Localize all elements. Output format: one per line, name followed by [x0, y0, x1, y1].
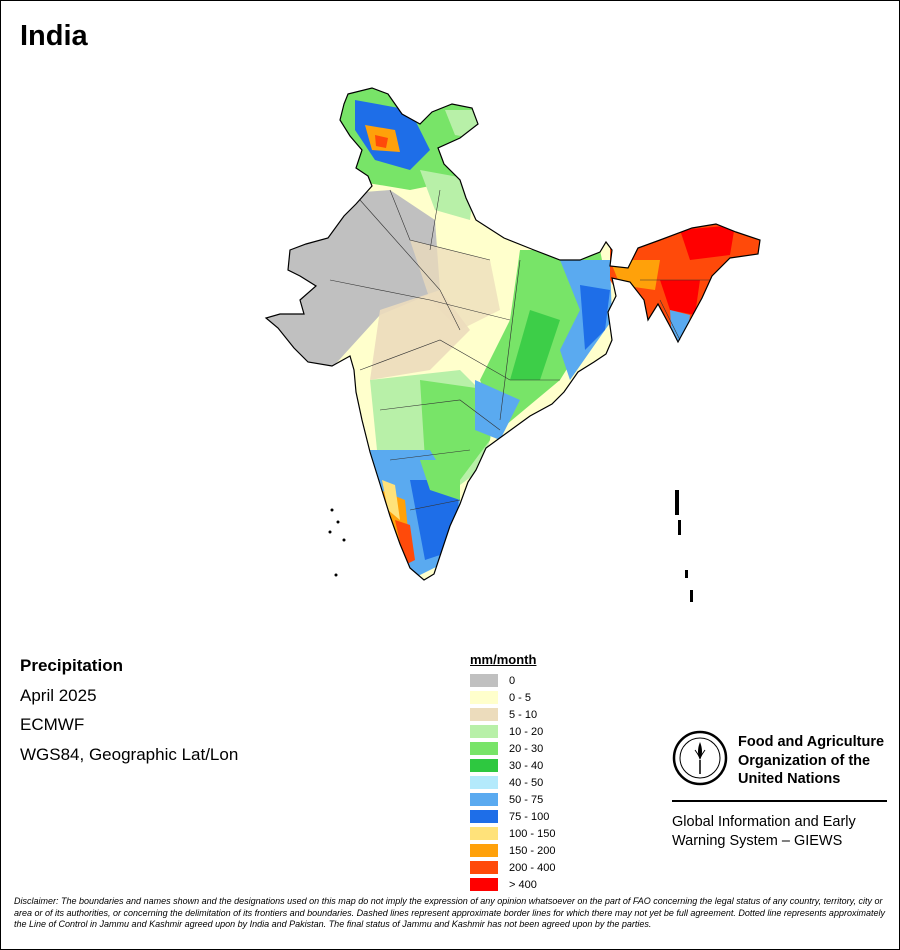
map-metadata: Precipitation April 2025 ECMWF WGS84, Ge… [20, 656, 238, 774]
legend-swatch [470, 827, 498, 840]
legend-swatch [470, 844, 498, 857]
state-boundaries [329, 189, 710, 511]
legend-swatch [470, 878, 498, 891]
divider [672, 800, 887, 802]
legend-label: 20 - 30 [509, 742, 544, 755]
source-label: ECMWF [20, 715, 85, 734]
legend-swatch [470, 776, 498, 789]
legend-label: 0 [509, 674, 516, 687]
legend-item: > 400 [470, 876, 555, 893]
legend-item: 50 - 75 [470, 791, 555, 808]
legend-swatch [470, 861, 498, 874]
legend-item: 100 - 150 [470, 825, 555, 842]
organization-name-line: Food and Agriculture [738, 734, 885, 750]
legend-label: 75 - 100 [509, 810, 550, 823]
legend-label: 50 - 75 [509, 793, 544, 806]
legend-swatch [470, 708, 498, 721]
legend-label: 10 - 20 [509, 725, 544, 738]
legend-label: > 400 [509, 878, 537, 891]
legend-swatch [470, 742, 498, 755]
legend-item: 20 - 30 [470, 740, 555, 757]
legend-item: 150 - 200 [470, 842, 555, 859]
legend-label: 100 - 150 [509, 827, 556, 840]
legend-item: 200 - 400 [470, 859, 555, 876]
legend-item: 10 - 20 [470, 723, 555, 740]
fao-logo-icon [672, 730, 728, 786]
legend-label: 200 - 400 [509, 861, 556, 874]
projection-label: WGS84, Geographic Lat/Lon [20, 744, 239, 764]
disclaimer-text: Disclaimer: The boundaries and names sho… [14, 896, 885, 929]
legend-swatch [470, 759, 498, 772]
legend-swatch [470, 810, 498, 823]
giews-name-line: Warning System – GIEWS [672, 833, 843, 849]
organization-name-line: Organization of the [738, 752, 871, 769]
legend-swatch [470, 793, 498, 806]
legend: mm/month 0 0 - 5 5 - 10 10 - 20 20 - 30 30 - … [470, 652, 555, 893]
precipitation-map [265, 87, 761, 602]
giews-name-line: Global Information and Early [672, 814, 856, 830]
legend-item: 5 - 10 [470, 706, 555, 723]
legend-label: 150 - 200 [509, 844, 556, 857]
precipitation-grid [266, 88, 760, 580]
legend-item: 30 - 40 [470, 757, 555, 774]
legend-item: 40 - 50 [470, 774, 555, 791]
legend-swatch [470, 674, 498, 687]
legend-swatch [470, 691, 498, 704]
legend-swatch [470, 725, 498, 738]
organization-name: Food and Agriculture Organization of the… [738, 733, 888, 789]
period-label: April 2025 [20, 685, 97, 705]
legend-label: 5 - 10 [509, 708, 538, 721]
legend-title: mm/month [470, 652, 537, 667]
legend-item: 0 [470, 672, 555, 689]
legend-label: 0 - 5 [509, 691, 532, 704]
organization-name-line: United Nations [738, 771, 841, 787]
legend-item: 0 - 5 [470, 689, 555, 706]
giews-name: Global Information and Early Warning Sys… [672, 813, 888, 851]
legend-label: 30 - 40 [509, 759, 544, 772]
legend-label: 40 - 50 [509, 776, 544, 789]
variable-label: Precipitation [20, 656, 123, 675]
map-title: India [20, 20, 88, 52]
coastal-islands [328, 490, 693, 602]
legend-item: 75 - 100 [470, 808, 555, 825]
